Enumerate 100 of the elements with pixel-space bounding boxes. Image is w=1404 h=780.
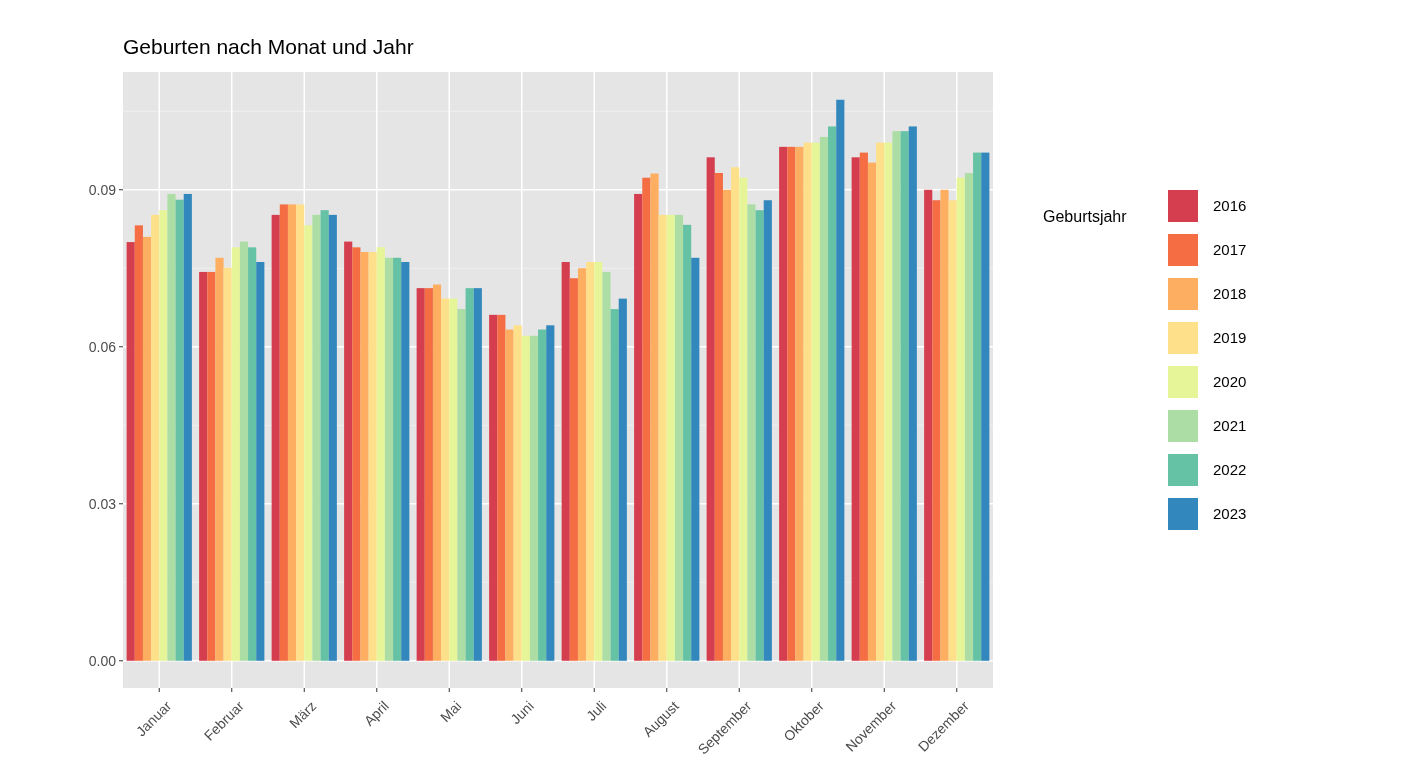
bar	[328, 214, 337, 661]
bar	[497, 314, 506, 661]
bar	[739, 177, 748, 661]
bar	[215, 257, 224, 661]
bar	[706, 157, 715, 661]
bar	[828, 126, 837, 661]
bar	[546, 325, 555, 661]
bar	[577, 268, 587, 661]
bar	[457, 309, 466, 661]
bar	[134, 225, 143, 661]
bar	[973, 152, 982, 661]
bar	[287, 204, 297, 661]
bar	[747, 204, 756, 661]
bar	[159, 210, 168, 661]
bar	[393, 257, 402, 661]
bar	[658, 214, 667, 661]
bar	[538, 329, 547, 661]
bar	[449, 298, 458, 661]
bar	[763, 200, 772, 661]
bar	[505, 329, 514, 661]
bar	[964, 173, 974, 661]
bar	[819, 136, 829, 661]
y-tick-label: 0.03	[88, 495, 117, 512]
bar	[142, 236, 152, 661]
legend-label: 2021	[1213, 417, 1247, 435]
bar	[167, 193, 176, 661]
bar	[731, 167, 740, 661]
bar	[811, 142, 820, 661]
bar	[183, 193, 192, 661]
legend-label: 2018	[1213, 285, 1247, 303]
bar	[175, 199, 184, 661]
bar	[473, 288, 482, 661]
y-tick-label: 0.06	[88, 338, 117, 355]
bar	[465, 288, 474, 661]
bar	[634, 193, 643, 661]
bar	[320, 210, 329, 661]
x-tick-label: Juli	[583, 697, 610, 724]
bar	[416, 288, 425, 661]
bar	[432, 284, 442, 661]
y-tick-label: 0.00	[88, 652, 117, 669]
bar	[851, 157, 860, 661]
bar	[908, 126, 917, 661]
bar	[223, 267, 232, 661]
bar	[360, 252, 369, 661]
bar	[867, 162, 877, 661]
bar	[279, 204, 288, 661]
bar	[940, 189, 949, 661]
bar	[948, 200, 957, 661]
bar	[513, 325, 522, 661]
bar	[199, 271, 208, 661]
bar	[602, 271, 611, 661]
bar	[714, 173, 723, 661]
bar	[884, 142, 893, 661]
bar	[126, 242, 135, 661]
bar	[151, 214, 160, 661]
legend-label: 2023	[1213, 505, 1247, 523]
bar	[779, 146, 788, 661]
bar	[674, 214, 684, 661]
bar	[441, 298, 450, 661]
bar	[586, 261, 595, 661]
bar	[787, 146, 796, 661]
bar	[239, 241, 249, 661]
legend-label: 2020	[1213, 373, 1247, 391]
bar	[352, 247, 361, 661]
bar	[610, 309, 619, 661]
legend-label: 2017	[1213, 241, 1247, 259]
bar	[683, 224, 692, 661]
bar	[248, 247, 257, 661]
bar	[561, 261, 570, 661]
legend-label: 2019	[1213, 329, 1247, 347]
bar	[401, 261, 410, 661]
bar	[900, 131, 909, 661]
chart-title: Geburten nach Monat und Jahr	[123, 35, 414, 58]
bar	[932, 200, 941, 661]
bar	[892, 131, 901, 661]
bar	[859, 152, 868, 661]
bar	[312, 214, 321, 661]
bar	[618, 298, 627, 661]
bar	[755, 210, 764, 661]
bar	[271, 214, 280, 661]
y-tick-label: 0.09	[88, 181, 117, 198]
bar	[691, 257, 700, 661]
bar	[521, 335, 530, 661]
x-tick-label: Mai	[437, 697, 465, 726]
bar	[256, 261, 265, 661]
bar	[981, 152, 990, 661]
bar	[231, 247, 240, 661]
bar	[384, 257, 394, 661]
bar	[594, 261, 603, 661]
bar	[207, 271, 216, 661]
bar	[650, 173, 659, 661]
bar	[529, 335, 539, 661]
bar	[642, 177, 651, 661]
bar	[924, 189, 933, 661]
bar	[876, 142, 885, 661]
legend-label: 2022	[1213, 461, 1247, 479]
bar	[956, 177, 965, 661]
bar	[795, 146, 804, 661]
bar	[424, 288, 433, 661]
bar	[368, 252, 377, 661]
